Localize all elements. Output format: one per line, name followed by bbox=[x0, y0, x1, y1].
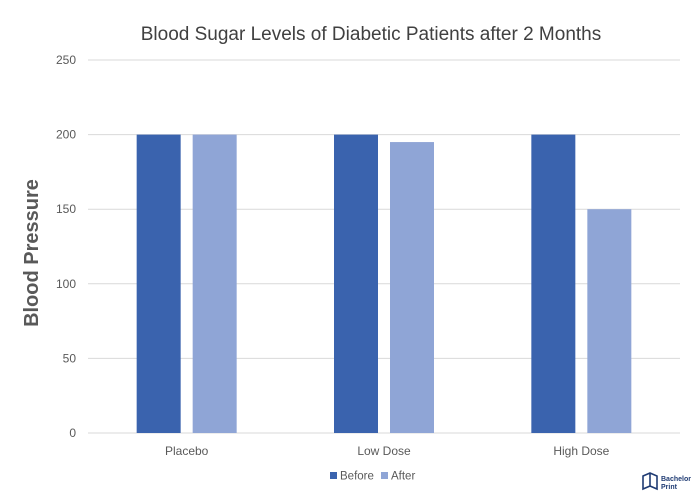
x-axis-ticks: Placebo Low Dose High Dose bbox=[165, 444, 610, 458]
x-tick-label: Low Dose bbox=[357, 444, 411, 458]
x-tick-label: High Dose bbox=[553, 444, 609, 458]
y-tick-label: 50 bbox=[63, 351, 77, 365]
y-tick-label: 100 bbox=[56, 277, 76, 291]
y-tick-label: 200 bbox=[56, 128, 76, 142]
chart-title: Blood Sugar Levels of Diabetic Patients … bbox=[141, 24, 601, 45]
y-axis-ticks: 0 50 100 150 200 250 bbox=[56, 53, 76, 440]
y-tick-label: 150 bbox=[56, 202, 76, 216]
gridlines bbox=[88, 59, 680, 434]
bar-after-placebo bbox=[192, 134, 237, 433]
bar-before-placebo bbox=[136, 134, 181, 433]
y-tick-label: 250 bbox=[56, 53, 76, 67]
legend-swatch-before bbox=[330, 472, 337, 479]
legend-label-before: Before bbox=[340, 471, 374, 483]
bar-before-high-dose bbox=[531, 134, 576, 433]
bar-after-low-dose bbox=[390, 142, 434, 433]
book-logo-icon bbox=[642, 472, 658, 491]
logo-line-1: Bachelor bbox=[661, 476, 691, 483]
y-tick-label: 0 bbox=[69, 426, 76, 440]
bar-after-high-dose bbox=[587, 209, 632, 433]
bars bbox=[136, 134, 632, 433]
legend-swatch-after bbox=[381, 472, 388, 479]
x-tick-label: Placebo bbox=[165, 444, 209, 458]
y-axis-label: Blood Pressure bbox=[21, 179, 43, 327]
bar-before-low-dose bbox=[334, 134, 378, 433]
bachelor-print-logo: Bachelor Print bbox=[642, 472, 691, 491]
legend: Before After bbox=[330, 471, 415, 483]
legend-label-after: After bbox=[391, 471, 415, 483]
logo-line-2: Print bbox=[661, 484, 678, 491]
